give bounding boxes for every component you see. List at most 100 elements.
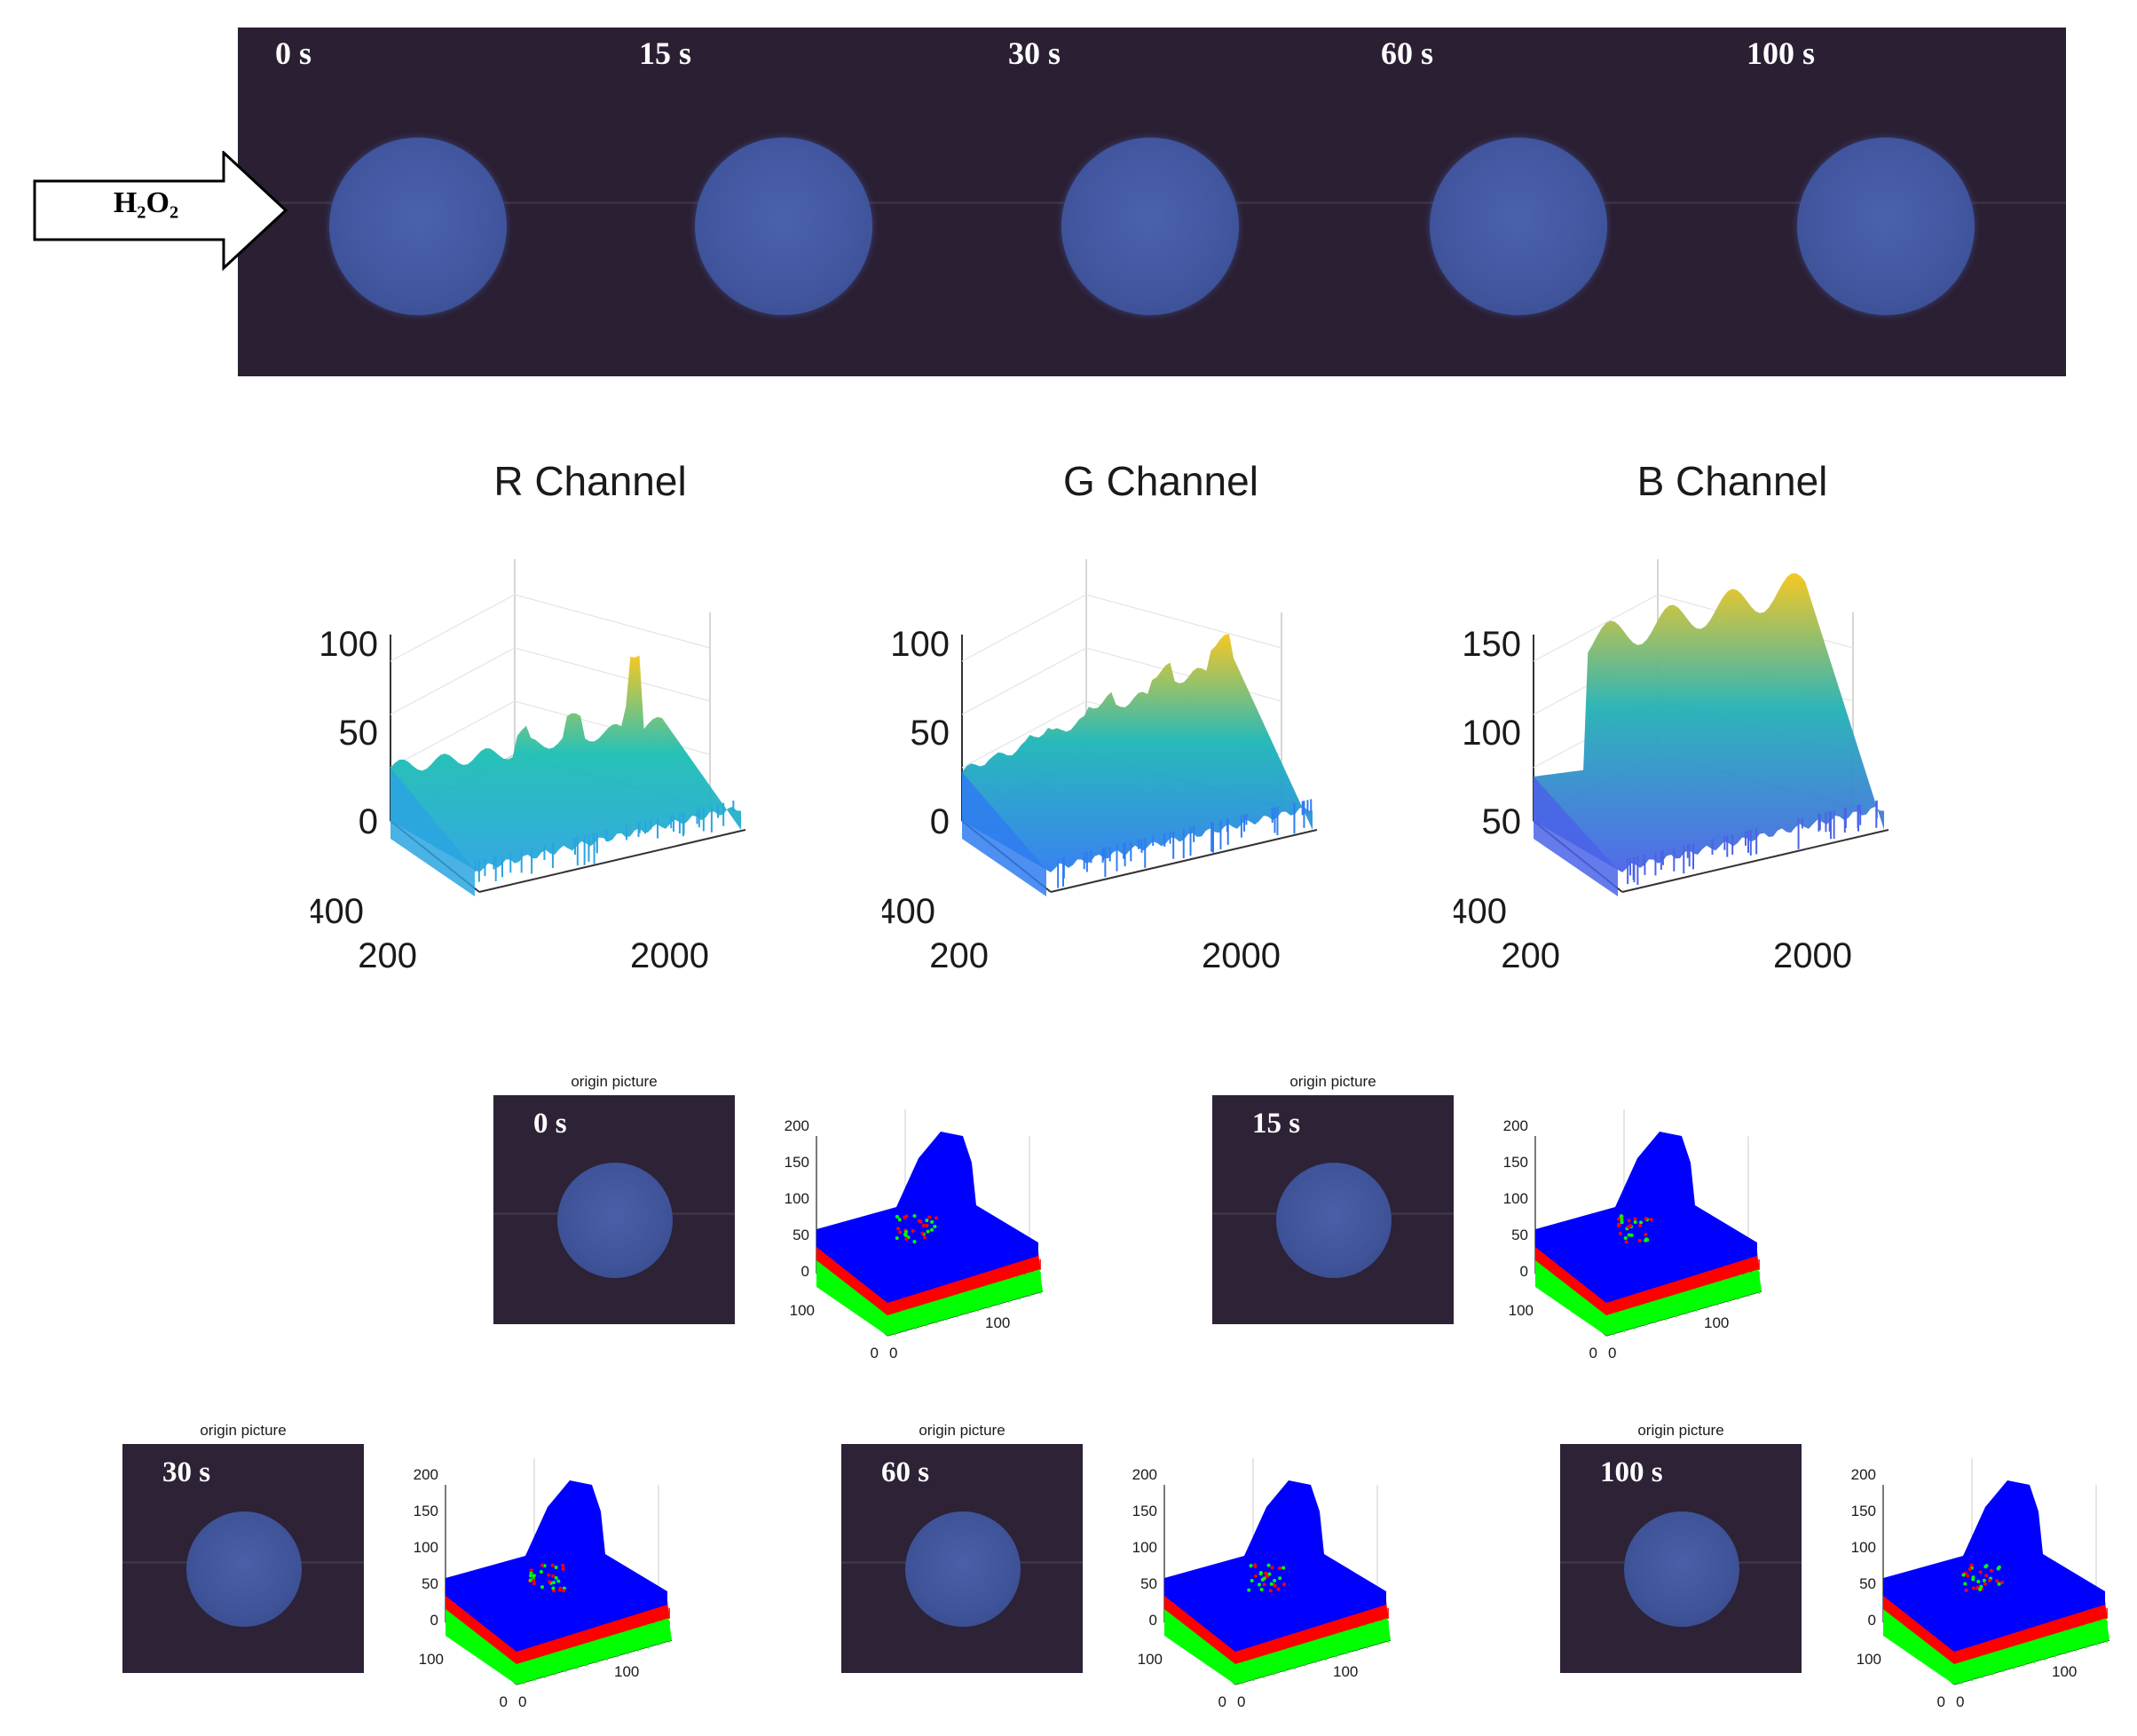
speckle bbox=[1247, 1589, 1250, 1592]
z-tick-label: 0 bbox=[1149, 1612, 1157, 1629]
speckle bbox=[1270, 1582, 1274, 1586]
speckle bbox=[1971, 1578, 1975, 1582]
speckle bbox=[904, 1214, 908, 1218]
speckle bbox=[1259, 1572, 1263, 1575]
speckle bbox=[555, 1566, 558, 1569]
x-tick-label: 2000 bbox=[1202, 936, 1281, 975]
z-tick-label: 200 bbox=[785, 1117, 809, 1134]
z-tick-label: 50 bbox=[422, 1575, 438, 1592]
speckle bbox=[1644, 1217, 1648, 1220]
origin-picture: 100 s bbox=[1560, 1444, 1802, 1673]
speckle bbox=[1624, 1236, 1628, 1240]
speckle bbox=[912, 1214, 916, 1218]
speckle bbox=[1645, 1238, 1649, 1242]
speckle bbox=[919, 1219, 922, 1223]
y-tick-label: 400 bbox=[1454, 892, 1507, 931]
speckle bbox=[562, 1589, 565, 1592]
y-tick-label: 0 bbox=[871, 1345, 879, 1361]
y-tick-label: 0 bbox=[1589, 1345, 1597, 1361]
speckle bbox=[529, 1579, 532, 1582]
speckle bbox=[1260, 1588, 1264, 1591]
z-tick-label: 0 bbox=[359, 802, 378, 841]
origin-picture: 0 s bbox=[493, 1095, 735, 1324]
speckle bbox=[1278, 1576, 1281, 1580]
x-tick-label: 0 bbox=[1608, 1345, 1616, 1361]
x-tick-label: 100 bbox=[2052, 1663, 2077, 1680]
y-tick-label: 100 bbox=[790, 1302, 815, 1319]
reaction-spot bbox=[1430, 138, 1607, 315]
speckle bbox=[1983, 1565, 1987, 1568]
rgb-surface-plot: 0501001502001000 0100 bbox=[1482, 1109, 1784, 1376]
speckle bbox=[912, 1240, 916, 1243]
z-tick-label: 50 bbox=[1859, 1575, 1876, 1592]
z-tick-label: 100 bbox=[1132, 1539, 1157, 1556]
g-channel-surface: 0501004002000010002000 bbox=[882, 533, 1450, 976]
panel-title: origin picture bbox=[1212, 1073, 1454, 1091]
z-tick-label: 100 bbox=[319, 625, 378, 664]
z-tick-label: 50 bbox=[1511, 1227, 1528, 1243]
h2o2-arrow: H₂O₂ bbox=[33, 151, 290, 271]
rgb-surface-plot: 0501001502001000 0100 bbox=[392, 1458, 694, 1724]
speckle bbox=[933, 1225, 936, 1228]
r-channel-surface: 0501004002000010002000 bbox=[311, 533, 879, 976]
speckle bbox=[562, 1567, 565, 1571]
g-channel-title: G Channel bbox=[983, 457, 1338, 505]
speckle bbox=[927, 1216, 931, 1219]
speckle bbox=[1278, 1566, 1281, 1570]
speckle bbox=[1638, 1224, 1642, 1227]
panel-title: origin picture bbox=[493, 1073, 735, 1091]
speckle bbox=[895, 1215, 899, 1219]
speckle bbox=[930, 1220, 934, 1224]
speckle bbox=[904, 1234, 908, 1237]
speckle bbox=[1263, 1582, 1266, 1586]
speckle bbox=[1250, 1579, 1254, 1582]
b-channel-surface: 501001504002000010002000 bbox=[1454, 533, 2022, 976]
speckle bbox=[1617, 1224, 1620, 1227]
speckle bbox=[1254, 1574, 1258, 1578]
speckle bbox=[1628, 1224, 1632, 1227]
speckle bbox=[1258, 1582, 1261, 1586]
reaction-spot bbox=[1061, 138, 1239, 315]
reaction-spot bbox=[557, 1163, 673, 1278]
x-tick-label: 0 bbox=[1237, 1693, 1245, 1710]
speckle bbox=[552, 1581, 556, 1584]
speckle bbox=[898, 1218, 902, 1221]
frame-label: 60 s bbox=[1381, 35, 1433, 72]
speckle bbox=[895, 1236, 899, 1240]
reaction-spot bbox=[186, 1511, 302, 1627]
x-tick-label: 0 bbox=[518, 1693, 526, 1710]
speckle bbox=[1972, 1586, 1975, 1590]
origin-picture: 30 s bbox=[122, 1444, 364, 1673]
speckle bbox=[561, 1564, 564, 1567]
speckle bbox=[1644, 1233, 1647, 1236]
z-tick-label: 200 bbox=[1503, 1117, 1528, 1134]
x-tick-label: 100 bbox=[1704, 1314, 1729, 1331]
z-tick-label: 200 bbox=[1132, 1466, 1157, 1483]
speckle bbox=[1634, 1220, 1637, 1224]
speckle bbox=[1995, 1579, 1999, 1582]
panel-title: origin picture bbox=[1560, 1422, 1802, 1440]
y-tick-label: 0 bbox=[500, 1693, 508, 1710]
speckle bbox=[923, 1235, 927, 1239]
speckle bbox=[1271, 1566, 1274, 1569]
z-tick-label: 200 bbox=[414, 1466, 438, 1483]
frame-label: 15 s bbox=[639, 35, 691, 72]
speckle bbox=[540, 1564, 544, 1567]
speckle bbox=[547, 1574, 550, 1577]
speckle bbox=[1628, 1219, 1631, 1222]
x-tick-label: 2000 bbox=[630, 936, 709, 975]
reaction-spot bbox=[1276, 1163, 1392, 1278]
speckle bbox=[1968, 1567, 1972, 1571]
speckle bbox=[925, 1224, 928, 1227]
speckle bbox=[1976, 1580, 1980, 1583]
reaction-spot bbox=[1797, 138, 1975, 315]
speckle bbox=[1998, 1566, 2001, 1569]
speckle bbox=[1274, 1584, 1277, 1588]
speckle bbox=[1983, 1582, 1987, 1586]
z-tick-label: 0 bbox=[1868, 1612, 1876, 1629]
speckle bbox=[904, 1230, 908, 1234]
speckle bbox=[1638, 1239, 1642, 1243]
z-tick-label: 100 bbox=[1462, 714, 1521, 753]
speckle bbox=[555, 1576, 558, 1580]
frame-label: 100 s bbox=[1747, 35, 1815, 72]
